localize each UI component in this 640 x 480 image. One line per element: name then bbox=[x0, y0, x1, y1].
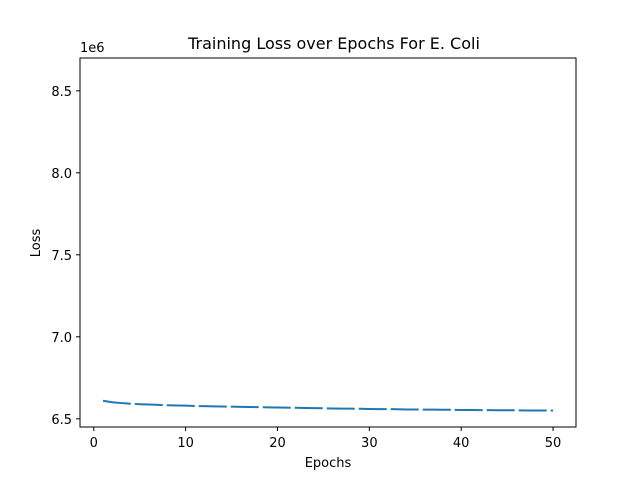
y-tick-label: 7.0 bbox=[51, 331, 72, 346]
y-axis-ticks: 6.5 7.0 7.5 8.0 8.5 bbox=[51, 85, 80, 428]
series-layer bbox=[102, 399, 554, 412]
plot-frame bbox=[79, 57, 577, 428]
x-tick-label: 0 bbox=[90, 436, 98, 451]
x-tick-label: 30 bbox=[361, 436, 378, 451]
x-tick-label: 10 bbox=[177, 436, 194, 451]
y-tick-label: 6.5 bbox=[51, 413, 72, 428]
series-line bbox=[102, 399, 554, 412]
x-tick-label: 40 bbox=[453, 436, 470, 451]
x-axis-label: Epochs bbox=[305, 456, 352, 471]
y-offset-label: 1e6 bbox=[80, 41, 105, 56]
x-axis-ticks: 0 10 20 30 40 50 bbox=[90, 427, 562, 451]
x-tick-label: 20 bbox=[269, 436, 286, 451]
y-tick-label: 8.5 bbox=[51, 85, 72, 100]
y-axis-label: Loss bbox=[29, 229, 44, 258]
y-tick-label: 8.0 bbox=[51, 167, 72, 182]
y-tick-label: 7.5 bbox=[51, 249, 72, 264]
chart-title: Training Loss over Epochs For E. Coli bbox=[187, 34, 480, 53]
x-tick-label: 50 bbox=[545, 436, 562, 451]
